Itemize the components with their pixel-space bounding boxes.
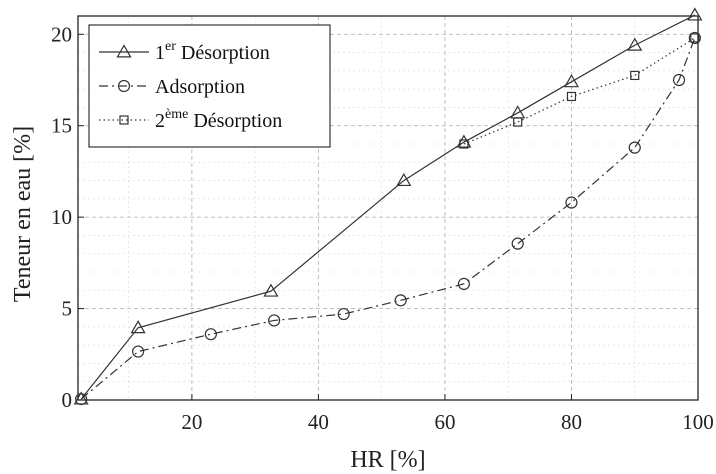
data-point [627, 37, 643, 51]
legend: 1er Désorption Adsorption 2ème Désorption [88, 24, 331, 148]
data-point [132, 345, 145, 358]
series-line [80, 14, 696, 400]
axis-ticks: 20 40 60 80 100 0 5 10 15 20 [51, 22, 714, 434]
data-point [688, 31, 701, 45]
y-tick-label: 0 [62, 388, 73, 412]
y-tick-label: 15 [51, 114, 72, 138]
legend-label-base: 1 [155, 42, 165, 64]
data-point [204, 328, 217, 341]
legend-label-rest: Désorption [176, 42, 270, 64]
legend-label: 1er Désorption [155, 39, 270, 64]
data-point [268, 314, 281, 327]
legend-label-rest: Désorption [188, 110, 282, 132]
data-point [690, 33, 700, 43]
data-point [130, 320, 146, 334]
series-line [80, 37, 696, 400]
x-tick-label: 40 [308, 410, 329, 434]
legend-marker [116, 44, 132, 58]
legend-label-superscript: ème [165, 107, 188, 122]
data-point [457, 277, 471, 290]
data-point [687, 7, 703, 21]
data-point [565, 196, 578, 209]
data-point [394, 294, 407, 307]
legend-item: 2ème Désorption [99, 107, 282, 132]
series-circle [75, 31, 701, 406]
x-tick-label: 80 [561, 410, 582, 434]
data-point [566, 91, 577, 102]
data-point [337, 307, 350, 321]
y-tick-label: 20 [51, 22, 72, 46]
legend-item: 1er Désorption [99, 39, 270, 64]
y-tick-label: 10 [51, 205, 72, 229]
data-point [510, 105, 526, 119]
series-line [463, 37, 696, 145]
plot-area-frame [77, 15, 699, 401]
series-triangle [73, 7, 703, 405]
x-tick-label: 20 [181, 410, 202, 434]
x-axis-label: HR [%] [350, 447, 425, 473]
data-point [511, 237, 524, 250]
data-point [75, 392, 88, 406]
legend-label-superscript: er [165, 39, 176, 54]
series-square [459, 33, 700, 149]
data-point [396, 172, 412, 187]
data-point [630, 70, 640, 81]
x-tick-label: 60 [434, 410, 455, 434]
legend-label: Adsorption [155, 76, 245, 98]
data-point [672, 73, 686, 87]
y-axis-label: Teneur en eau [%] [10, 126, 36, 302]
y-tick-label: 5 [62, 297, 73, 321]
series-group [73, 7, 703, 406]
data-point [263, 283, 279, 297]
legend-label-rest: Adsorption [155, 76, 245, 98]
legend-label: 2ème Désorption [155, 107, 282, 132]
data-point [628, 141, 641, 154]
legend-item: Adsorption [99, 76, 245, 98]
data-point [73, 391, 89, 405]
legend-label-base: 2 [155, 110, 165, 132]
data-point [456, 134, 472, 148]
legend-marker [119, 115, 129, 125]
data-point [563, 74, 580, 88]
data-point [459, 139, 469, 149]
data-point [513, 117, 523, 127]
x-tick-label: 100 [682, 410, 714, 434]
legend-marker [117, 79, 131, 93]
